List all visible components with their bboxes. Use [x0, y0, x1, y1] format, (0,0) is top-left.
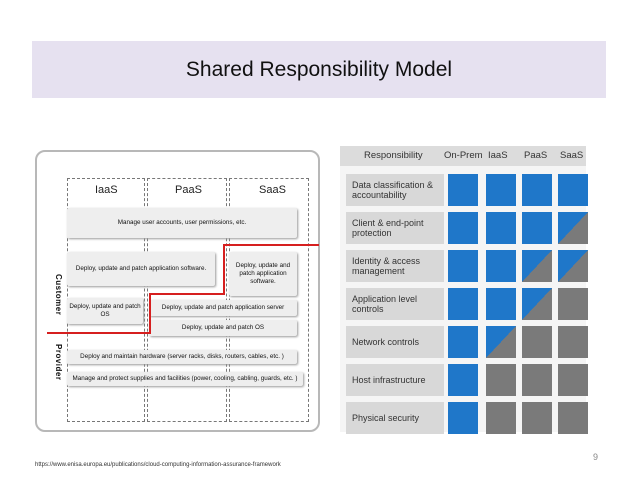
matrix-row-label: Client & end-point protection	[346, 212, 444, 244]
matrix-cell	[486, 402, 516, 434]
matrix-cell	[558, 174, 588, 206]
responsibility-boundary-5	[223, 244, 319, 246]
matrix-cell	[558, 402, 588, 434]
left-diagram: IaaS PaaS SaaS Manage user accounts, use…	[35, 150, 320, 432]
matrix-row-label: Application level controls	[346, 288, 444, 320]
matrix-row-label: Physical security	[346, 402, 444, 434]
matrix-cell	[448, 364, 478, 396]
slide-title: Shared Responsibility Model	[185, 57, 453, 81]
matrix-cell	[558, 364, 588, 396]
header-on-prem: On-Prem	[444, 150, 483, 161]
matrix-header-bar	[340, 146, 586, 166]
column-header-iaas: IaaS	[95, 184, 118, 196]
responsibility-boundary-2	[149, 293, 151, 334]
header-responsibility: Responsibility	[364, 150, 423, 161]
matrix-cell	[522, 288, 552, 320]
matrix-cell	[448, 250, 478, 282]
responsibility-boundary-3	[149, 293, 223, 295]
matrix-row-label: Network controls	[346, 326, 444, 358]
matrix-cell	[522, 212, 552, 244]
header-iaas: IaaS	[488, 150, 508, 161]
matrix-cell	[486, 326, 516, 358]
page-number: 9	[593, 452, 599, 462]
matrix-cell	[522, 174, 552, 206]
box-deploy-app-software: Deploy, update and patch application sof…	[67, 252, 215, 286]
matrix-cell	[522, 364, 552, 396]
matrix-cell	[448, 288, 478, 320]
matrix-cell	[558, 326, 588, 358]
responsibility-boundary-1	[47, 332, 151, 334]
box-deploy-app-server: Deploy, update and patch application ser…	[149, 300, 297, 316]
matrix-cell	[522, 402, 552, 434]
box-facilities: Manage and protect supplies and faciliti…	[67, 372, 303, 386]
matrix-row-label: Data classification & accountability	[346, 174, 444, 206]
provider-label: Provider	[54, 344, 63, 381]
matrix-cell	[522, 326, 552, 358]
matrix-cell	[448, 174, 478, 206]
box-deploy-app-saas: Deploy, update and patch application sof…	[229, 252, 297, 296]
responsibility-boundary-4	[223, 244, 225, 295]
column-header-paas: PaaS	[175, 184, 202, 196]
matrix-cell	[522, 250, 552, 282]
header-paas: PaaS	[524, 150, 548, 161]
column-header-saas: SaaS	[259, 184, 286, 196]
title-bar: Shared Responsibility Model	[32, 41, 606, 98]
box-user-accounts: Manage user accounts, user permissions, …	[67, 208, 297, 238]
customer-label: Customer	[54, 274, 63, 316]
matrix-cell	[448, 402, 478, 434]
matrix-cell	[448, 326, 478, 358]
box-hardware: Deploy and maintain hardware (server rac…	[67, 350, 297, 364]
matrix-cell	[486, 250, 516, 282]
matrix-cell	[558, 288, 588, 320]
matrix-cell	[448, 212, 478, 244]
matrix-cell	[558, 212, 588, 244]
responsibility-matrix: Responsibility On-Prem IaaS PaaS SaaS Da…	[340, 146, 588, 434]
box-deploy-os: Deploy, update and patch OS	[67, 298, 143, 324]
header-saas: SaaS	[560, 150, 584, 161]
matrix-cell	[486, 212, 516, 244]
matrix-row-label: Host infrastructure	[346, 364, 444, 396]
matrix-cell	[486, 288, 516, 320]
source-url: https://www.enisa.europa.eu/publications…	[35, 462, 281, 468]
matrix-row-label: Identity & access management	[346, 250, 444, 282]
box-deploy-os-wide: Deploy, update and patch OS	[149, 320, 297, 336]
matrix-cell	[558, 250, 588, 282]
matrix-cell	[486, 174, 516, 206]
matrix-cell	[486, 364, 516, 396]
